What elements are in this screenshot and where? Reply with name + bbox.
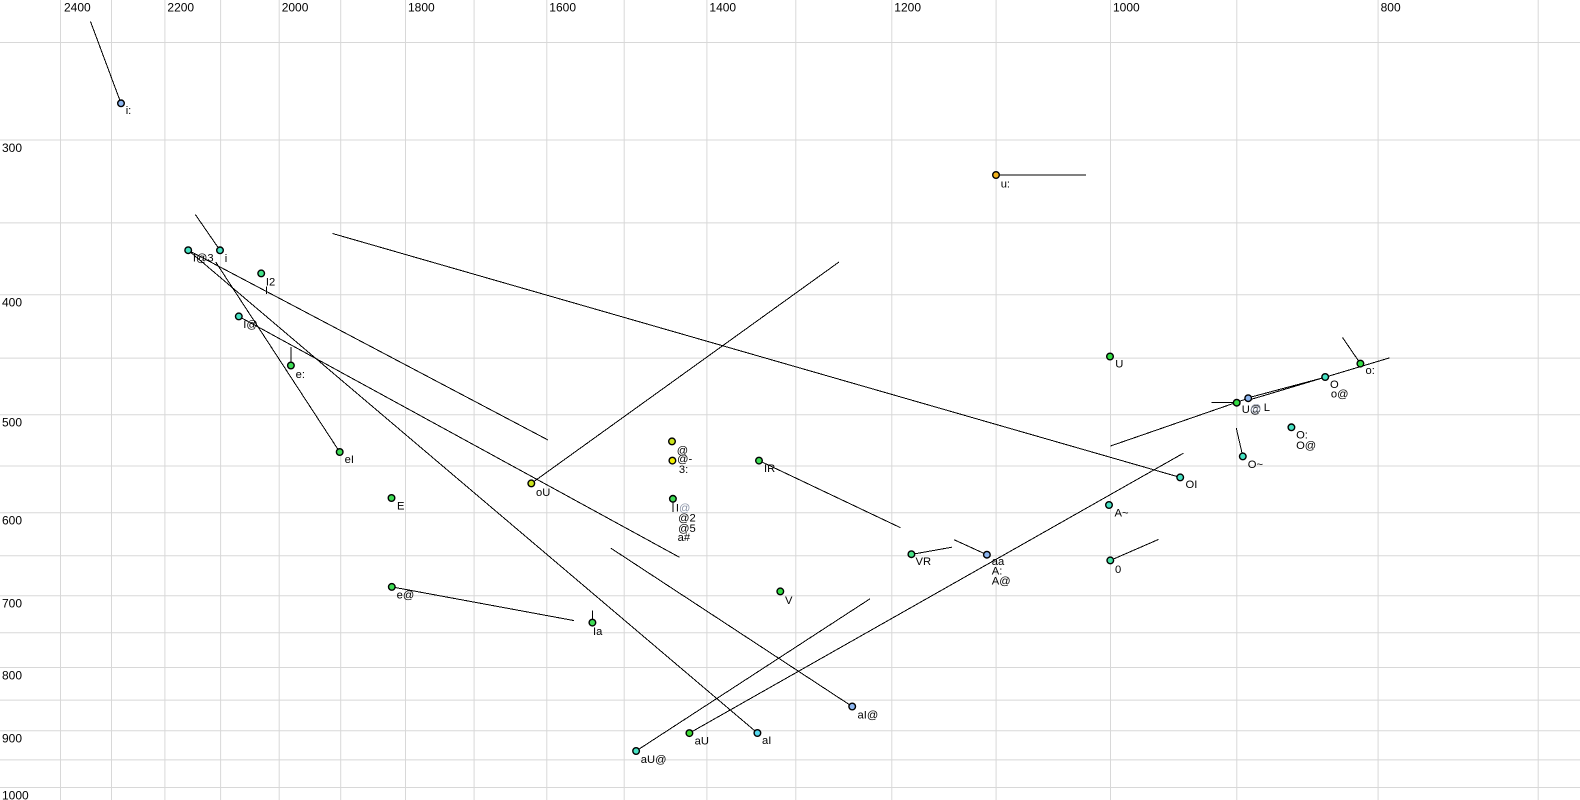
svg-text:U: U xyxy=(1115,359,1123,371)
svg-text:2000: 2000 xyxy=(282,1,309,15)
svg-text:700: 700 xyxy=(2,597,22,611)
svg-text:O~: O~ xyxy=(1248,459,1264,471)
svg-text:I@3: I@3 xyxy=(193,253,214,265)
svg-text:@2: @2 xyxy=(678,513,696,525)
svg-text:i:: i: xyxy=(126,105,132,117)
svg-text:3:: 3: xyxy=(679,464,688,476)
svg-text:2200: 2200 xyxy=(167,1,194,15)
svg-text:O@: O@ xyxy=(1296,440,1316,452)
svg-text:500: 500 xyxy=(2,416,22,430)
svg-text:E: E xyxy=(397,501,404,513)
svg-text:e:: e: xyxy=(296,369,305,381)
svg-text:2400: 2400 xyxy=(64,1,91,15)
svg-text:@: @ xyxy=(677,445,688,457)
svg-text:oU: oU xyxy=(536,487,550,499)
svg-text:800: 800 xyxy=(1381,1,1401,15)
svg-text:VR: VR xyxy=(916,556,932,568)
svg-text:A~: A~ xyxy=(1115,508,1129,520)
svg-text:600: 600 xyxy=(2,514,22,528)
svg-text:L: L xyxy=(1264,402,1270,414)
svg-text:IR: IR xyxy=(764,463,775,475)
svg-text:O: O xyxy=(1330,379,1339,391)
svg-text:400: 400 xyxy=(2,296,22,310)
svg-text:OI: OI xyxy=(1186,479,1198,491)
svg-text:e@: e@ xyxy=(397,589,415,601)
svg-text:u:: u: xyxy=(1001,179,1010,191)
svg-text:aa: aa xyxy=(992,556,1005,568)
svg-text:800: 800 xyxy=(2,668,22,682)
svg-text:1600: 1600 xyxy=(549,1,576,15)
svg-text:1000: 1000 xyxy=(2,788,29,800)
svg-text:@: @ xyxy=(1250,403,1261,415)
svg-text:aU: aU xyxy=(695,735,709,747)
svg-text:A@: A@ xyxy=(992,575,1011,587)
svg-text:0: 0 xyxy=(1115,564,1121,576)
svg-text:V: V xyxy=(785,595,793,607)
svg-text:U@: U@ xyxy=(1242,404,1261,416)
svg-text:aI: aI xyxy=(762,735,771,747)
svg-text:1400: 1400 xyxy=(709,1,736,15)
svg-text:o@: o@ xyxy=(1331,388,1349,400)
svg-text:a#: a# xyxy=(678,532,691,544)
svg-text:1200: 1200 xyxy=(894,1,921,15)
svg-text:aU@: aU@ xyxy=(641,754,667,766)
svg-text:1000: 1000 xyxy=(1113,1,1140,15)
svg-text:Ia: Ia xyxy=(593,626,603,638)
svg-text:@-: @- xyxy=(677,454,692,466)
svg-text:I@: I@ xyxy=(243,319,257,331)
svg-text:eI: eI xyxy=(345,454,354,466)
svg-text:I@: I@ xyxy=(676,502,690,514)
svg-text:900: 900 xyxy=(2,732,22,746)
svg-text:O:: O: xyxy=(1296,429,1308,441)
svg-text:o:: o: xyxy=(1366,365,1375,377)
svg-text:1800: 1800 xyxy=(408,1,435,15)
svg-text:i: i xyxy=(225,253,228,265)
svg-text:I2: I2 xyxy=(266,276,275,288)
svg-text:300: 300 xyxy=(2,141,22,155)
svg-text:aI@: aI@ xyxy=(858,709,879,721)
svg-text:A:: A: xyxy=(992,565,1003,577)
svg-text:@5: @5 xyxy=(678,523,696,535)
